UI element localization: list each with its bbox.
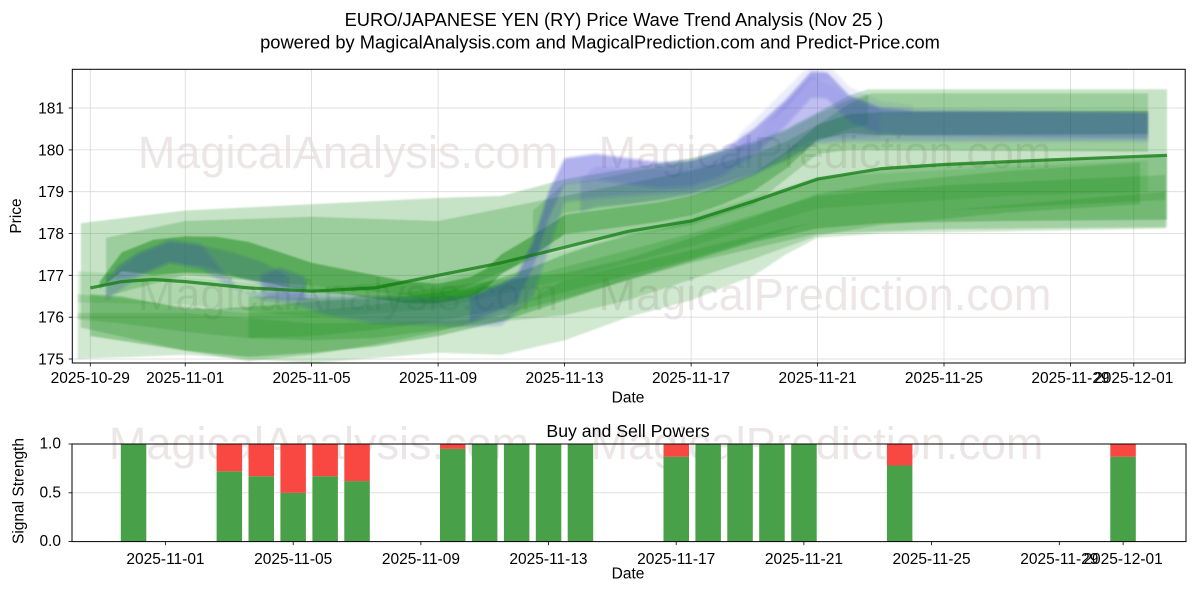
svg-text:2025-11-09: 2025-11-09 <box>382 551 460 568</box>
svg-text:MagicalAnalysis.com: MagicalAnalysis.com <box>138 127 558 178</box>
svg-text:175: 175 <box>38 352 64 369</box>
svg-text:2025-11-21: 2025-11-21 <box>765 551 843 568</box>
svg-text:2025-11-17: 2025-11-17 <box>637 551 715 568</box>
svg-text:2025-11-13: 2025-11-13 <box>509 551 587 568</box>
svg-text:Date: Date <box>612 566 645 583</box>
svg-text:EURO/JAPANESE YEN (RY) Price W: EURO/JAPANESE YEN (RY) Price Wave Trend … <box>345 9 884 30</box>
svg-text:Price: Price <box>8 198 25 233</box>
svg-text:2025-12-01: 2025-12-01 <box>1094 370 1173 387</box>
svg-text:2025-11-25: 2025-11-25 <box>905 370 983 387</box>
svg-text:178: 178 <box>38 226 64 243</box>
svg-text:Date: Date <box>612 390 645 407</box>
svg-text:2025-11-05: 2025-11-05 <box>273 370 351 387</box>
svg-text:2025-11-21: 2025-11-21 <box>779 370 857 387</box>
svg-text:2025-11-29: 2025-11-29 <box>1020 551 1098 568</box>
svg-text:2025-10-29: 2025-10-29 <box>51 370 130 387</box>
svg-text:2025-11-25: 2025-11-25 <box>893 551 971 568</box>
svg-text:Signal Strength: Signal Strength <box>11 438 28 544</box>
svg-text:180: 180 <box>38 142 64 159</box>
svg-text:powered by MagicalAnalysis.com: powered by MagicalAnalysis.com and Magic… <box>260 32 940 53</box>
svg-text:2025-11-09: 2025-11-09 <box>399 370 477 387</box>
svg-text:2025-11-01: 2025-11-01 <box>146 370 224 387</box>
svg-text:179: 179 <box>38 184 64 201</box>
svg-text:177: 177 <box>38 268 64 285</box>
svg-text:176: 176 <box>38 310 64 327</box>
svg-text:2025-11-05: 2025-11-05 <box>254 551 332 568</box>
svg-text:0.0: 0.0 <box>39 533 61 550</box>
svg-text:2025-11-01: 2025-11-01 <box>126 551 204 568</box>
svg-text:2025-11-13: 2025-11-13 <box>526 370 604 387</box>
svg-text:2025-11-17: 2025-11-17 <box>652 370 730 387</box>
svg-text:2025-12-01: 2025-12-01 <box>1083 551 1162 568</box>
svg-text:2025-11-29: 2025-11-29 <box>1031 370 1109 387</box>
svg-text:1.0: 1.0 <box>39 436 61 453</box>
svg-text:181: 181 <box>38 101 64 118</box>
svg-text:0.5: 0.5 <box>39 484 61 501</box>
svg-text:Buy and Sell Powers: Buy and Sell Powers <box>546 421 709 441</box>
